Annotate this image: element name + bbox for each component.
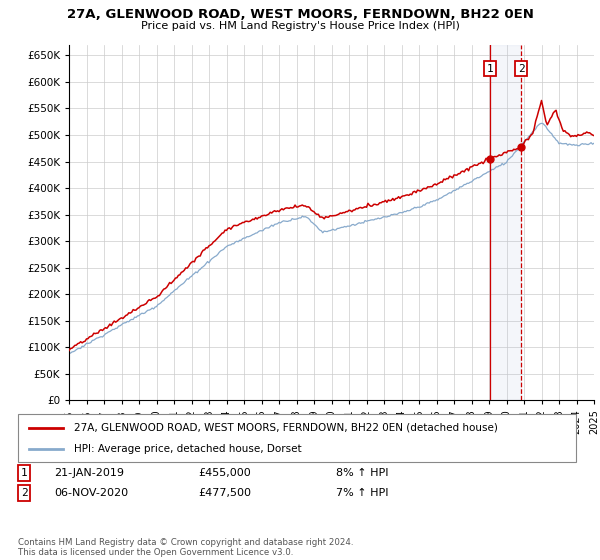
FancyBboxPatch shape	[18, 414, 576, 462]
Text: 1: 1	[487, 64, 493, 74]
Text: £455,000: £455,000	[198, 468, 251, 478]
Text: 27A, GLENWOOD ROAD, WEST MOORS, FERNDOWN, BH22 0EN (detached house): 27A, GLENWOOD ROAD, WEST MOORS, FERNDOWN…	[74, 423, 497, 433]
Text: £477,500: £477,500	[198, 488, 251, 498]
Text: 21-JAN-2019: 21-JAN-2019	[54, 468, 124, 478]
Text: 27A, GLENWOOD ROAD, WEST MOORS, FERNDOWN, BH22 0EN: 27A, GLENWOOD ROAD, WEST MOORS, FERNDOWN…	[67, 8, 533, 21]
Text: 06-NOV-2020: 06-NOV-2020	[54, 488, 128, 498]
Text: Contains HM Land Registry data © Crown copyright and database right 2024.
This d: Contains HM Land Registry data © Crown c…	[18, 538, 353, 557]
Text: Price paid vs. HM Land Registry's House Price Index (HPI): Price paid vs. HM Land Registry's House …	[140, 21, 460, 31]
Text: HPI: Average price, detached house, Dorset: HPI: Average price, detached house, Dors…	[74, 444, 301, 454]
Bar	[490, 45, 521, 400]
Text: 1: 1	[20, 468, 28, 478]
Text: 8% ↑ HPI: 8% ↑ HPI	[336, 468, 389, 478]
Text: 7% ↑ HPI: 7% ↑ HPI	[336, 488, 389, 498]
Text: 2: 2	[20, 488, 28, 498]
Text: 2: 2	[518, 64, 524, 74]
